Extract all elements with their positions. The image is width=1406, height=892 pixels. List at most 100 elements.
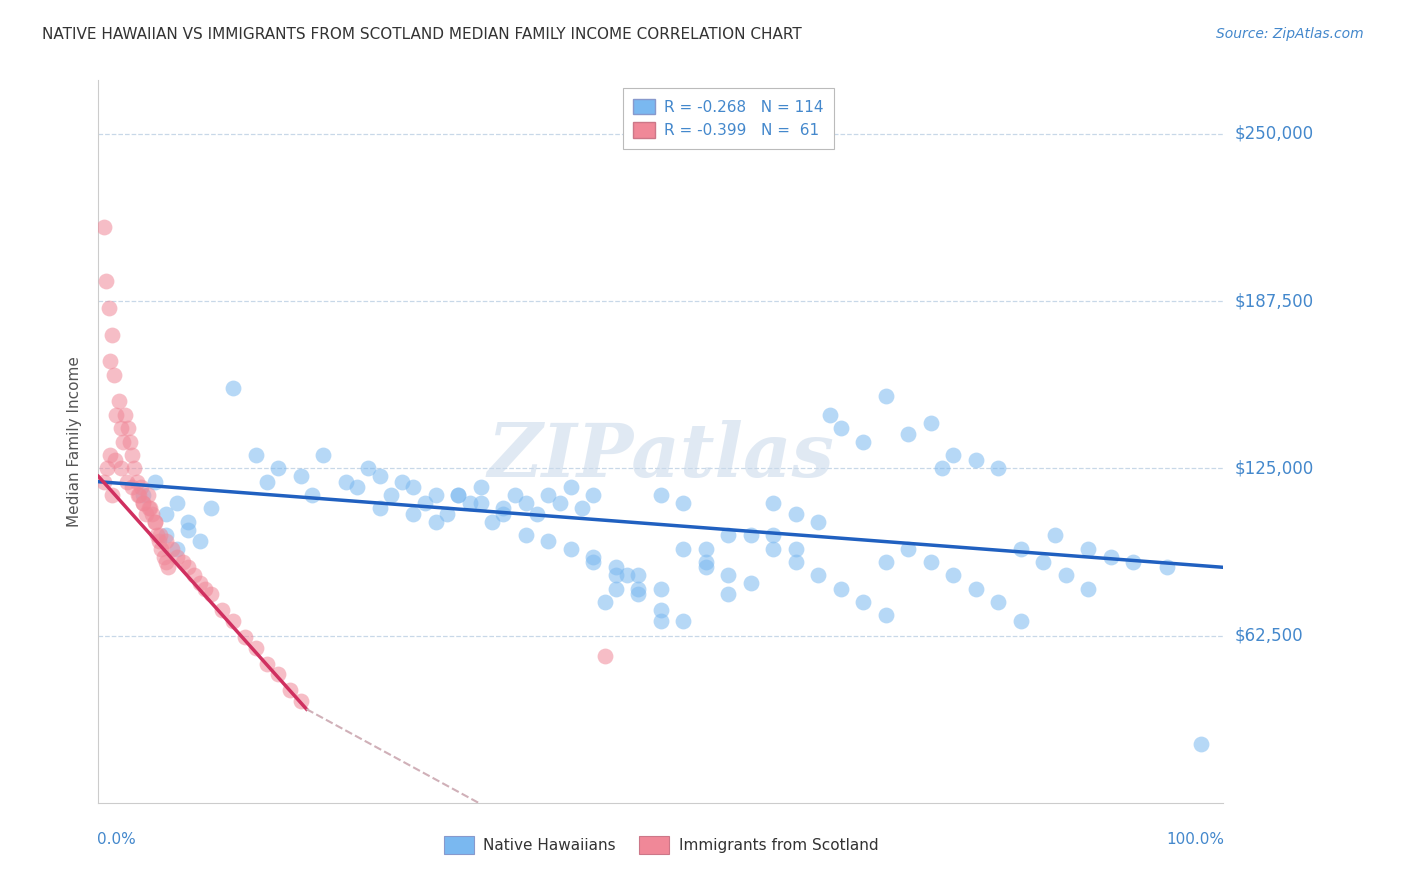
Point <box>785 555 807 569</box>
Point <box>146 528 169 542</box>
Point <box>413 496 436 510</box>
Point <box>132 488 155 502</box>
Point <box>96 274 118 288</box>
Point <box>143 515 166 529</box>
Point <box>141 507 163 521</box>
Point <box>125 475 148 489</box>
Point <box>717 528 740 542</box>
Point <box>593 595 616 609</box>
Point <box>346 480 368 494</box>
Point <box>875 608 897 623</box>
Point <box>987 461 1010 475</box>
Point <box>357 461 380 475</box>
Point <box>117 421 139 435</box>
Point <box>183 568 205 582</box>
Point <box>128 488 150 502</box>
Point <box>155 533 177 548</box>
Point <box>582 549 605 564</box>
Point <box>402 507 425 521</box>
Point <box>537 533 560 548</box>
Point <box>148 533 170 548</box>
Point <box>132 496 155 510</box>
Point <box>1032 555 1054 569</box>
Point <box>222 614 245 628</box>
Point <box>222 381 245 395</box>
Point <box>1077 541 1099 556</box>
Point <box>143 515 166 529</box>
Point <box>987 595 1010 609</box>
Point <box>695 555 717 569</box>
Text: NATIVE HAWAIIAN VS IMMIGRANTS FROM SCOTLAND MEDIAN FAMILY INCOME CORRELATION CHA: NATIVE HAWAIIAN VS IMMIGRANTS FROM SCOTL… <box>42 27 801 42</box>
Point <box>672 496 695 510</box>
Point <box>616 568 638 582</box>
Point <box>245 448 267 462</box>
Point <box>115 475 138 489</box>
Point <box>920 555 942 569</box>
Point <box>762 541 785 556</box>
Point <box>650 614 672 628</box>
Point <box>447 488 470 502</box>
Point <box>515 496 537 510</box>
Point <box>807 515 830 529</box>
Point <box>177 560 200 574</box>
Point <box>740 528 762 542</box>
Text: 100.0%: 100.0% <box>1167 831 1225 847</box>
Point <box>548 496 571 510</box>
Point <box>875 555 897 569</box>
Point <box>762 496 785 510</box>
Point <box>537 488 560 502</box>
Point <box>245 640 267 655</box>
Point <box>139 501 162 516</box>
Point <box>121 448 143 462</box>
Point <box>160 541 183 556</box>
Point <box>157 560 180 574</box>
Point <box>150 541 173 556</box>
Point <box>762 528 785 542</box>
Point <box>93 475 115 489</box>
Point <box>740 576 762 591</box>
Point <box>290 694 312 708</box>
Point <box>177 523 200 537</box>
Text: $62,500: $62,500 <box>1234 626 1303 645</box>
Point <box>807 568 830 582</box>
Point <box>560 480 582 494</box>
Point <box>1010 614 1032 628</box>
Point <box>830 421 852 435</box>
Point <box>188 576 211 591</box>
Point <box>672 614 695 628</box>
Point <box>627 582 650 596</box>
Point <box>605 568 627 582</box>
Point <box>492 501 515 516</box>
Point <box>143 475 166 489</box>
Point <box>135 507 157 521</box>
Point <box>492 507 515 521</box>
Point <box>931 461 953 475</box>
Point <box>136 488 159 502</box>
Point <box>717 568 740 582</box>
Point <box>267 667 290 681</box>
Point <box>129 480 152 494</box>
Point <box>875 389 897 403</box>
Point <box>965 453 987 467</box>
Point <box>103 368 125 382</box>
Point <box>110 421 132 435</box>
Point <box>582 555 605 569</box>
Point <box>97 301 120 315</box>
Point <box>368 501 391 516</box>
Text: $187,500: $187,500 <box>1234 292 1313 310</box>
Point <box>436 507 458 521</box>
Point <box>965 582 987 596</box>
Point <box>920 416 942 430</box>
Point <box>278 683 301 698</box>
Point <box>650 582 672 596</box>
Point <box>118 434 141 449</box>
Point <box>166 549 188 564</box>
Point <box>127 488 149 502</box>
Point <box>897 426 920 441</box>
Point <box>105 408 128 422</box>
Point <box>155 555 177 569</box>
Point <box>256 657 278 671</box>
Point <box>312 448 335 462</box>
Point <box>104 453 127 467</box>
Point <box>380 488 402 502</box>
